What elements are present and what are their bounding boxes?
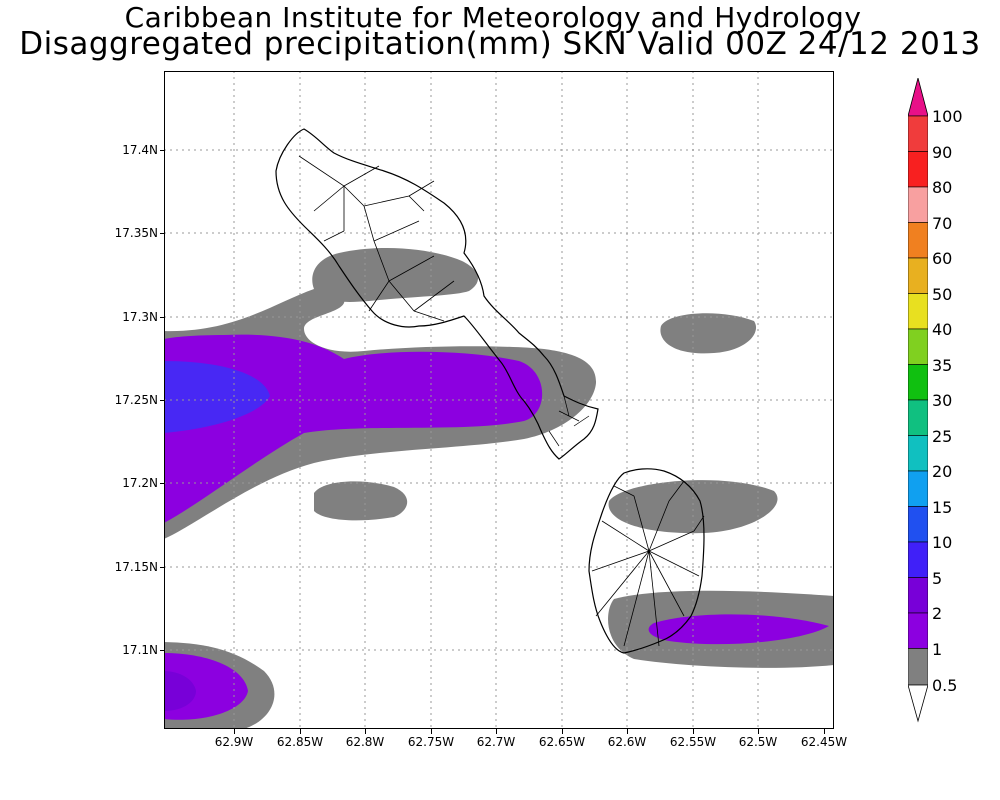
colorbar-label-20: 20 — [932, 462, 953, 481]
colorbar-label-0.5: 0.5 — [932, 676, 958, 695]
lat-tick — [160, 150, 165, 151]
map-svg — [164, 71, 834, 729]
lat-label-17.25: 17.25N — [114, 393, 158, 407]
colorbar-label-40: 40 — [932, 320, 953, 339]
lat-label-17.1: 17.1N — [122, 643, 158, 657]
lat-label-17.2: 17.2N — [122, 476, 158, 490]
colorbar-label-2: 2 — [932, 604, 943, 623]
colorbar-label-15: 15 — [932, 498, 953, 517]
lon-label-62.45: 62.45W — [800, 735, 848, 749]
lon-tick — [627, 729, 628, 734]
precip-gray-north — [312, 247, 479, 302]
colorbar-label-10: 10 — [932, 533, 953, 552]
lon-label-62.65: 62.65W — [538, 735, 586, 749]
colorbar-label-5: 5 — [932, 569, 943, 588]
lon-label-62.8: 62.8W — [345, 735, 385, 749]
nevis-island — [588, 468, 705, 654]
precip-blue-core — [164, 361, 270, 433]
colorbar-label-35: 35 — [932, 356, 953, 375]
lat-label-17.3: 17.3N — [122, 310, 158, 324]
colorbar-svg — [907, 76, 929, 723]
colorbar-label-100: 100 — [932, 107, 963, 126]
precip-bottom-left — [164, 642, 275, 729]
lon-label-62.5: 62.5W — [738, 735, 778, 749]
lon-tick — [496, 729, 497, 734]
lat-label-17.35: 17.35N — [114, 226, 158, 240]
lon-tick — [824, 729, 825, 734]
colorbar-label-1: 1 — [932, 640, 943, 659]
lon-label-62.75: 62.75W — [407, 735, 455, 749]
lon-label-62.55: 62.55W — [669, 735, 717, 749]
lon-tick — [758, 729, 759, 734]
precip-gray-blob-2 — [314, 481, 408, 521]
colorbar-label-50: 50 — [932, 285, 953, 304]
colorbar-label-30: 30 — [932, 391, 953, 410]
lon-tick — [693, 729, 694, 734]
colorbar-label-60: 60 — [932, 249, 953, 268]
lat-tick — [160, 233, 165, 234]
lat-tick — [160, 317, 165, 318]
colorbar-label-25: 25 — [932, 427, 953, 446]
lon-label-62.6: 62.6W — [607, 735, 647, 749]
map-area[interactable] — [164, 71, 834, 729]
precip-gray-south-east — [608, 590, 834, 668]
precip-gray-nevis — [608, 480, 778, 534]
lat-tick — [160, 483, 165, 484]
colorbar — [907, 76, 929, 723]
lon-tick — [562, 729, 563, 734]
lat-tick — [160, 567, 165, 568]
lat-tick — [160, 650, 165, 651]
lon-label-62.85: 62.85W — [276, 735, 324, 749]
map-grid — [164, 71, 834, 729]
lon-label-62.9: 62.9W — [214, 735, 254, 749]
lon-label-62.7: 62.7W — [476, 735, 516, 749]
colorbar-label-70: 70 — [932, 214, 953, 233]
st-kitts-island — [275, 128, 599, 460]
chart-title: Caribbean Institute for Meteorology and … — [124, 1, 862, 34]
colorbar-label-80: 80 — [932, 178, 953, 197]
chart-subtitle: Disaggregated precipitation(mm) SKN Vali… — [19, 26, 981, 62]
lat-tick — [160, 400, 165, 401]
lon-tick — [365, 729, 366, 734]
lon-tick — [431, 729, 432, 734]
colorbar-arrow-top — [907, 76, 929, 117]
lat-label-17.15: 17.15N — [114, 560, 158, 574]
lon-tick — [234, 729, 235, 734]
lat-label-17.4: 17.4N — [122, 143, 158, 157]
colorbar-arrow-bottom — [907, 684, 929, 723]
precip-gray-blob-east — [660, 313, 757, 354]
lon-tick — [300, 729, 301, 734]
colorbar-segments — [907, 115, 929, 686]
colorbar-label-90: 90 — [932, 143, 953, 162]
